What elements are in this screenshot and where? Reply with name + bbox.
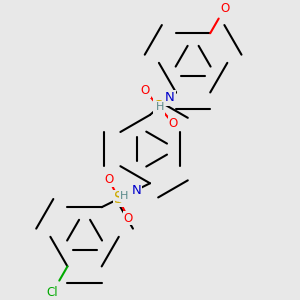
Text: O: O: [104, 173, 114, 186]
Text: O: O: [140, 84, 150, 97]
Text: O: O: [220, 2, 229, 15]
Text: H: H: [120, 191, 129, 201]
Text: O: O: [124, 212, 133, 224]
Text: H: H: [155, 101, 164, 112]
Text: S: S: [114, 191, 123, 206]
Text: Cl: Cl: [47, 286, 58, 299]
Text: O: O: [169, 117, 178, 130]
Text: N: N: [165, 92, 175, 104]
Text: N: N: [131, 184, 141, 196]
Text: S: S: [154, 100, 164, 115]
